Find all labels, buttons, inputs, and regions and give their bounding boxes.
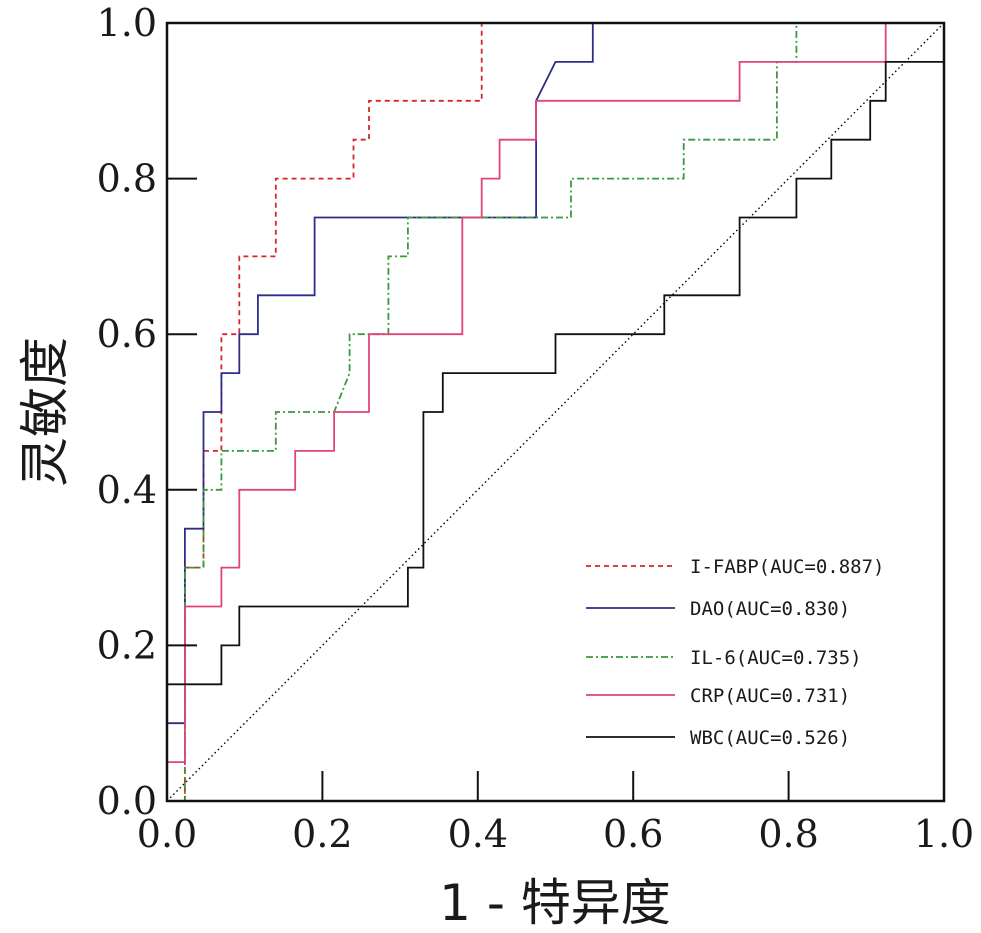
y-tick-label: 0.8	[97, 157, 157, 201]
ticks-layer: 0.0 0.2 0.4 0.6 0.8 1.0 0.0 0.2 0.4 0.6 0.8 1.0	[97, 1, 975, 856]
series-line-0	[167, 22, 944, 802]
series-line-4	[166, 61, 944, 801]
y-tick-label: 0.4	[97, 468, 157, 512]
legend-label-1: DAO(AUC=0.830)	[690, 598, 850, 620]
legend: I-FABP(AUC=0.887) DAO(AUC=0.830) IL-6(AUC=…	[586, 556, 884, 749]
legend-label-0: I-FABP(AUC=0.887)	[690, 556, 884, 578]
x-tick-label: 0.4	[448, 812, 508, 856]
x-tick-label: 0.0	[137, 812, 197, 856]
y-tick-label: 0.0	[97, 779, 157, 823]
y-tick-label: 1.0	[97, 1, 157, 45]
legend-label-4: WBC(AUC=0.526)	[690, 727, 850, 749]
reference-diagonal	[166, 22, 945, 802]
y-tick-label: 0.2	[97, 623, 157, 667]
legend-label-2: IL-6(AUC=0.735)	[690, 647, 862, 669]
y-tick-label: 0.6	[97, 312, 157, 356]
x-tick-label: 0.6	[603, 812, 663, 856]
x-tick-label: 0.2	[292, 812, 352, 856]
reference-diagonal-layer	[166, 22, 945, 802]
plot-frame	[165, 21, 946, 803]
x-axis-title: 1 - 特异度	[439, 874, 671, 932]
series-line-3	[166, 22, 944, 801]
x-tick-label: 1.0	[914, 812, 974, 856]
y-axis-title: 灵敏度	[16, 337, 74, 487]
series-line-1	[166, 22, 944, 801]
series-layer	[166, 22, 944, 802]
x-tick-label: 0.8	[758, 812, 818, 856]
legend-label-3: CRP(AUC=0.731)	[690, 685, 850, 707]
